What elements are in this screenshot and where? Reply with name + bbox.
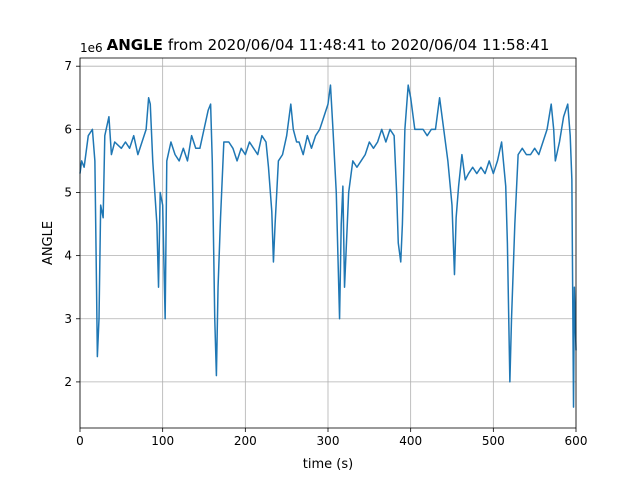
plot-frame	[79, 57, 577, 429]
title-text: from 2020/06/04 11:48:41 to 2020/06/04 1…	[168, 36, 549, 54]
y-tick-label: 5	[64, 185, 72, 199]
y-tick-label: 6	[64, 122, 72, 136]
x-tick-label: 0	[76, 434, 84, 448]
y-axis-label: ANGLE	[41, 221, 56, 265]
x-tick-label: 400	[399, 434, 422, 448]
y-tick-label: 4	[64, 249, 72, 263]
y-tick-label: 2	[64, 375, 72, 389]
chart-title: ANGLE from 2020/06/04 11:48:41 to 2020/06…	[107, 36, 550, 54]
y-tick-label: 3	[64, 312, 72, 326]
x-axis-label: time (s)	[303, 457, 353, 472]
title-prefix: ANGLE	[107, 36, 163, 54]
offset-text: 1e6	[80, 41, 103, 55]
x-tick-label: 600	[565, 434, 588, 448]
data-line	[79, 84, 577, 408]
x-tick-label: 200	[234, 434, 257, 448]
x-tick-label: 300	[317, 434, 340, 448]
y-tick-label: 7	[64, 59, 72, 73]
x-tick-label: 100	[151, 434, 174, 448]
x-tick-label: 500	[482, 434, 505, 448]
